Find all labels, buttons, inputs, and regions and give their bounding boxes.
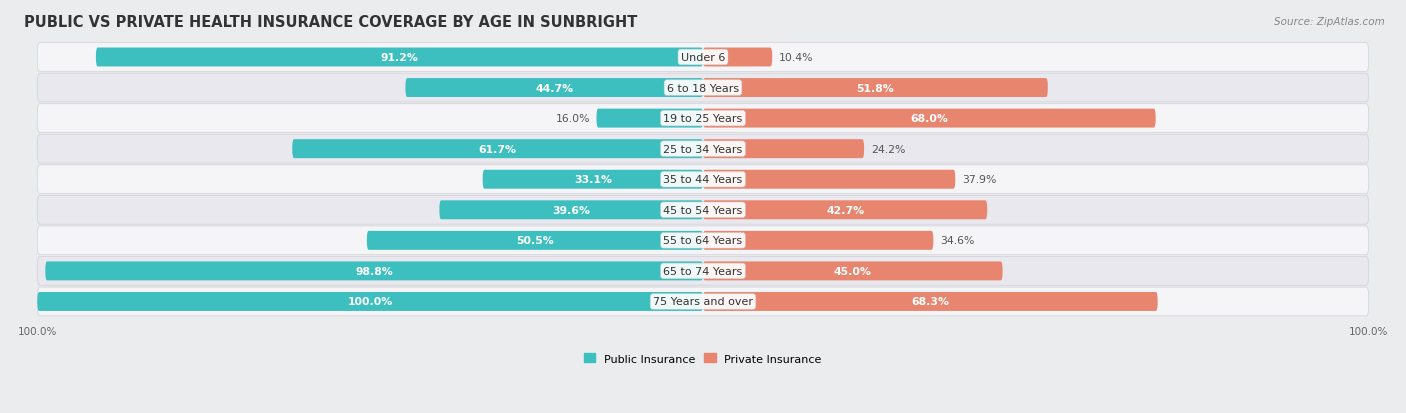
FancyBboxPatch shape xyxy=(37,135,1369,164)
Text: 98.8%: 98.8% xyxy=(356,266,394,276)
FancyBboxPatch shape xyxy=(703,262,1002,281)
Text: 33.1%: 33.1% xyxy=(574,175,612,185)
Text: 35 to 44 Years: 35 to 44 Years xyxy=(664,175,742,185)
Legend: Public Insurance, Private Insurance: Public Insurance, Private Insurance xyxy=(581,350,825,367)
FancyBboxPatch shape xyxy=(37,74,1369,103)
Text: 25 to 34 Years: 25 to 34 Years xyxy=(664,144,742,154)
FancyBboxPatch shape xyxy=(440,201,703,220)
FancyBboxPatch shape xyxy=(596,109,703,128)
FancyBboxPatch shape xyxy=(703,231,934,250)
FancyBboxPatch shape xyxy=(37,196,1369,225)
FancyBboxPatch shape xyxy=(703,170,955,189)
Text: 51.8%: 51.8% xyxy=(856,83,894,93)
FancyBboxPatch shape xyxy=(703,79,1047,98)
Text: Source: ZipAtlas.com: Source: ZipAtlas.com xyxy=(1274,17,1385,26)
FancyBboxPatch shape xyxy=(38,292,703,311)
Text: 42.7%: 42.7% xyxy=(827,205,865,215)
FancyBboxPatch shape xyxy=(482,170,703,189)
Text: 65 to 74 Years: 65 to 74 Years xyxy=(664,266,742,276)
Text: 19 to 25 Years: 19 to 25 Years xyxy=(664,114,742,124)
Text: 16.0%: 16.0% xyxy=(555,114,591,124)
FancyBboxPatch shape xyxy=(37,43,1369,72)
Text: 68.3%: 68.3% xyxy=(911,297,949,307)
Text: 45 to 54 Years: 45 to 54 Years xyxy=(664,205,742,215)
FancyBboxPatch shape xyxy=(45,262,703,281)
FancyBboxPatch shape xyxy=(292,140,703,159)
FancyBboxPatch shape xyxy=(367,231,703,250)
Text: 61.7%: 61.7% xyxy=(478,144,516,154)
FancyBboxPatch shape xyxy=(703,109,1156,128)
FancyBboxPatch shape xyxy=(703,201,987,220)
Text: 68.0%: 68.0% xyxy=(911,114,948,124)
Text: 37.9%: 37.9% xyxy=(962,175,997,185)
Text: 6 to 18 Years: 6 to 18 Years xyxy=(666,83,740,93)
Text: PUBLIC VS PRIVATE HEALTH INSURANCE COVERAGE BY AGE IN SUNBRIGHT: PUBLIC VS PRIVATE HEALTH INSURANCE COVER… xyxy=(24,15,637,30)
FancyBboxPatch shape xyxy=(703,140,865,159)
Text: 44.7%: 44.7% xyxy=(536,83,574,93)
Text: Under 6: Under 6 xyxy=(681,53,725,63)
FancyBboxPatch shape xyxy=(405,79,703,98)
Text: 39.6%: 39.6% xyxy=(553,205,591,215)
FancyBboxPatch shape xyxy=(703,292,1157,311)
Text: 100.0%: 100.0% xyxy=(347,297,392,307)
Text: 34.6%: 34.6% xyxy=(941,236,974,246)
Text: 45.0%: 45.0% xyxy=(834,266,872,276)
FancyBboxPatch shape xyxy=(37,104,1369,133)
Text: 10.4%: 10.4% xyxy=(779,53,814,63)
FancyBboxPatch shape xyxy=(37,287,1369,316)
Text: 55 to 64 Years: 55 to 64 Years xyxy=(664,236,742,246)
FancyBboxPatch shape xyxy=(37,166,1369,194)
FancyBboxPatch shape xyxy=(96,48,703,67)
Text: 91.2%: 91.2% xyxy=(381,53,419,63)
FancyBboxPatch shape xyxy=(37,226,1369,255)
FancyBboxPatch shape xyxy=(37,257,1369,285)
Text: 24.2%: 24.2% xyxy=(870,144,905,154)
Text: 75 Years and over: 75 Years and over xyxy=(652,297,754,307)
Text: 50.5%: 50.5% xyxy=(516,236,554,246)
FancyBboxPatch shape xyxy=(703,48,772,67)
